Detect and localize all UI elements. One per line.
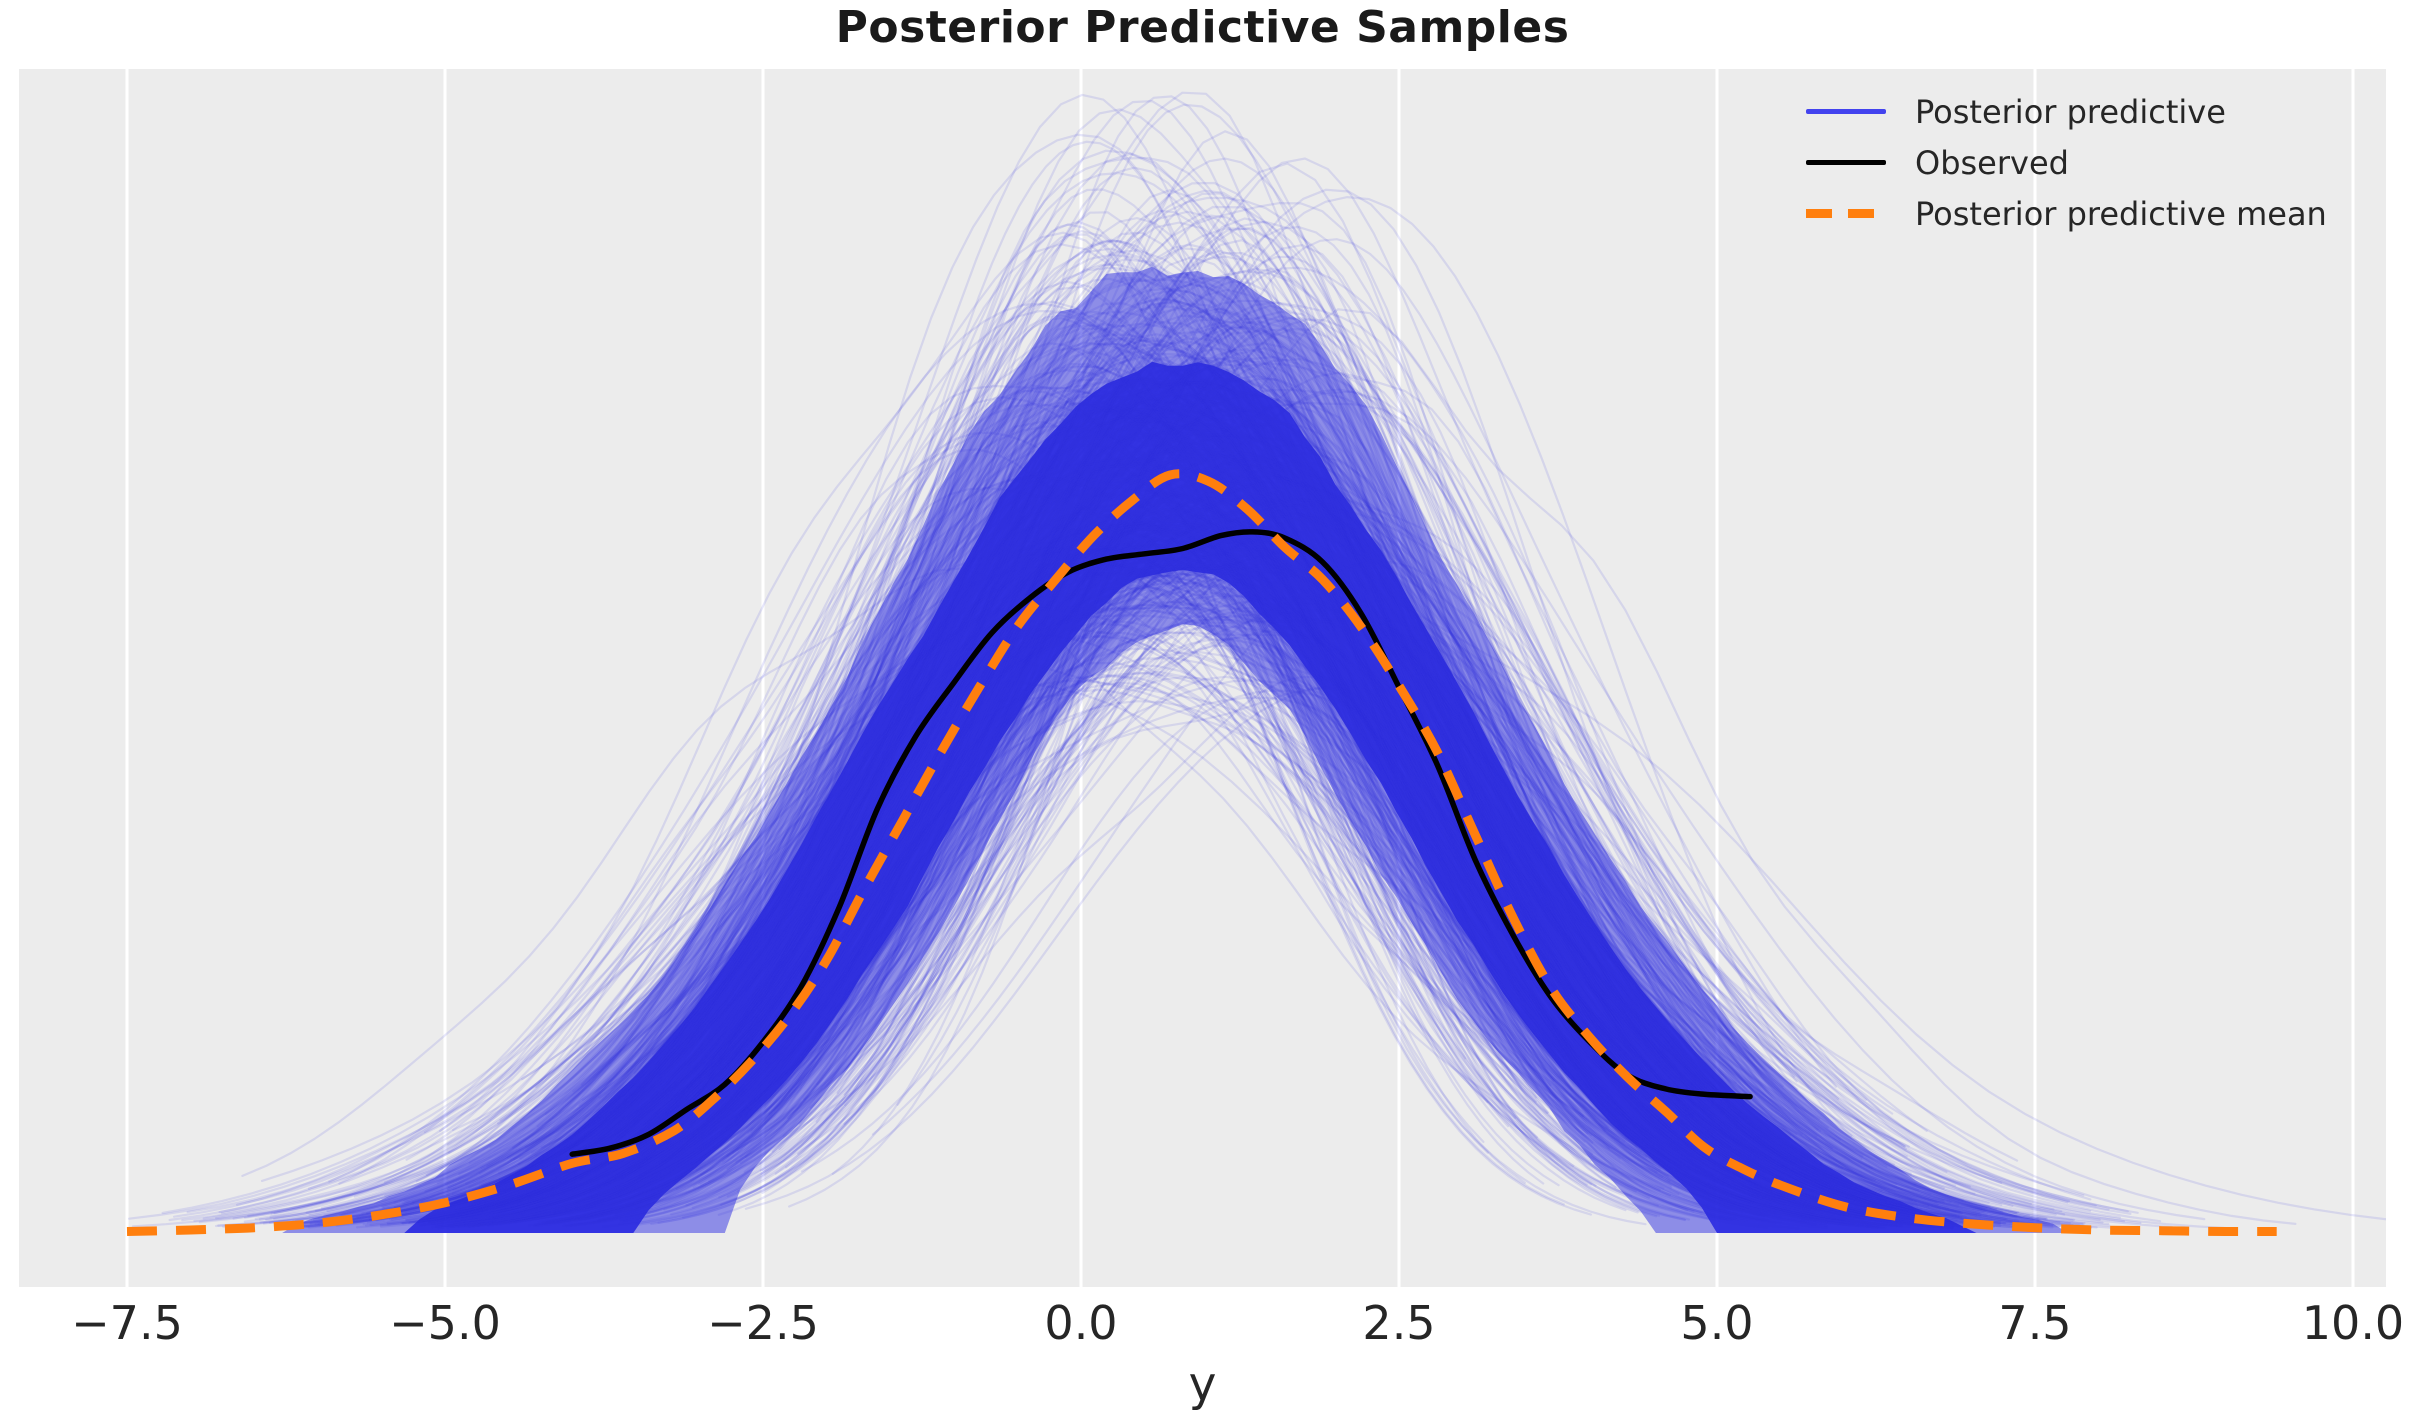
legend-item-posterior-predictive: Posterior predictive: [1806, 86, 2327, 137]
legend: Posterior predictive Observed Posterior …: [1806, 86, 2327, 239]
chart-title: Posterior Predictive Samples: [835, 2, 1570, 53]
x-tick-label: 5.0: [1680, 1296, 1754, 1350]
x-tick-label: 7.5: [1998, 1296, 2072, 1350]
x-tick-label: 2.5: [1362, 1296, 1436, 1350]
legend-item-posterior-predictive-mean: Posterior predictive mean: [1806, 188, 2327, 239]
x-axis-label: y: [1188, 1357, 1217, 1412]
legend-label-posterior-predictive-mean: Posterior predictive mean: [1915, 194, 2327, 233]
x-tick-label: −2.5: [707, 1296, 819, 1350]
legend-dash-posterior-predictive-mean-icon: [1806, 209, 1886, 218]
x-tick-label: −5.0: [389, 1296, 501, 1350]
legend-line-observed-icon: [1806, 160, 1886, 165]
x-tick-label: −7.5: [71, 1296, 183, 1350]
legend-label-posterior-predictive: Posterior predictive: [1915, 92, 2226, 131]
legend-item-observed: Observed: [1806, 137, 2327, 188]
legend-label-observed: Observed: [1915, 143, 2069, 182]
x-tick-label: 10.0: [2301, 1296, 2405, 1350]
legend-line-posterior-predictive-icon: [1806, 109, 1886, 114]
x-tick-label: 0.0: [1044, 1296, 1118, 1350]
